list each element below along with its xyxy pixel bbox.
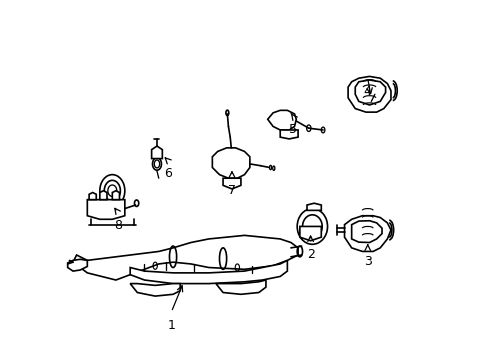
Text: 6: 6 xyxy=(163,167,171,180)
Polygon shape xyxy=(130,284,180,296)
Text: 7: 7 xyxy=(227,184,236,197)
Polygon shape xyxy=(306,203,321,210)
Polygon shape xyxy=(347,76,390,112)
Polygon shape xyxy=(216,280,265,294)
Polygon shape xyxy=(112,191,119,200)
Polygon shape xyxy=(299,226,321,241)
Text: 3: 3 xyxy=(363,255,371,268)
Text: 5: 5 xyxy=(288,123,296,136)
Polygon shape xyxy=(212,148,249,178)
Polygon shape xyxy=(87,200,124,219)
Polygon shape xyxy=(100,191,107,200)
Polygon shape xyxy=(89,193,96,200)
Polygon shape xyxy=(267,111,296,130)
Polygon shape xyxy=(351,221,381,243)
Polygon shape xyxy=(73,235,298,280)
Polygon shape xyxy=(67,259,87,271)
Text: 8: 8 xyxy=(113,219,122,232)
Polygon shape xyxy=(354,80,385,105)
Polygon shape xyxy=(280,130,298,139)
Text: 4: 4 xyxy=(363,85,371,98)
Text: 2: 2 xyxy=(306,248,314,261)
Text: 1: 1 xyxy=(167,319,175,332)
Polygon shape xyxy=(151,146,162,158)
Polygon shape xyxy=(130,260,287,284)
Polygon shape xyxy=(344,216,390,251)
Polygon shape xyxy=(223,178,241,189)
